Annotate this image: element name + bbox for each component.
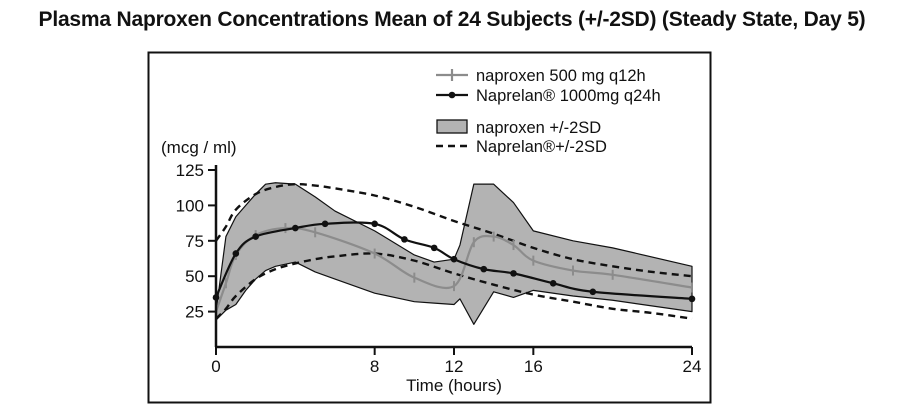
naprelan-point	[589, 288, 597, 296]
naprelan-point	[371, 220, 378, 228]
x-tick-label: 24	[683, 357, 702, 376]
x-tick-label: 16	[524, 357, 543, 376]
legend-entry-naproxen: naproxen 500 mg q12h	[436, 67, 646, 85]
naprelan-point	[401, 236, 408, 243]
chart-frame	[147, 51, 712, 404]
y-axis-label: (mcg / ml)	[161, 138, 237, 157]
naprelan-point	[232, 250, 240, 257]
plot-area	[212, 182, 696, 325]
x-tick-label: 8	[370, 357, 379, 376]
x-axis-label: Time (hours)	[406, 376, 502, 395]
legend: naproxen 500 mg q12h Naprelan® 1000mg q2…	[436, 67, 661, 156]
naprelan-sd-lower-line	[215, 252, 693, 320]
y-tick-label: 75	[185, 232, 204, 251]
y-tick-label: 50	[185, 267, 204, 286]
naprelan-point	[510, 270, 517, 277]
y-tick-label: 125	[176, 161, 204, 180]
x-tick-label: 12	[445, 357, 464, 376]
naprelan-point	[252, 233, 259, 240]
naprelan-point	[450, 255, 458, 263]
y-tick-label: 100	[176, 196, 204, 215]
naprelan-point	[321, 220, 329, 228]
legend-label-naprelan: Naprelan® 1000mg q24h	[476, 87, 661, 105]
legend-label-naprelan-band: Naprelan®+/-2SD	[476, 138, 607, 156]
naproxen-sd-band	[215, 182, 693, 325]
legend-entry-naprelan-band: Naprelan®+/-2SD	[436, 138, 607, 156]
legend-label-naproxen: naproxen 500 mg q12h	[476, 67, 646, 85]
naprelan-sd-upper-line	[215, 182, 693, 278]
y-tick-label: 25	[185, 303, 204, 322]
naprelan-point	[688, 295, 696, 303]
naprelan-point	[549, 279, 557, 287]
axis-ticks: 25 50 75 100 125 0 8 12 16 24	[176, 161, 702, 376]
x-tick-label: 0	[211, 357, 220, 376]
naprelan-point	[292, 224, 299, 232]
legend-entry-naprelan: Naprelan® 1000mg q24h	[436, 87, 661, 105]
naprelan-point	[430, 244, 438, 252]
naprelan-point	[480, 265, 488, 273]
legend-entry-naproxen-band: naproxen +/-2SD	[436, 119, 601, 137]
chart-title: Plasma Naproxen Concentrations Mean of 2…	[38, 8, 866, 31]
legend-label-naproxen-band: naproxen +/-2SD	[476, 119, 601, 137]
